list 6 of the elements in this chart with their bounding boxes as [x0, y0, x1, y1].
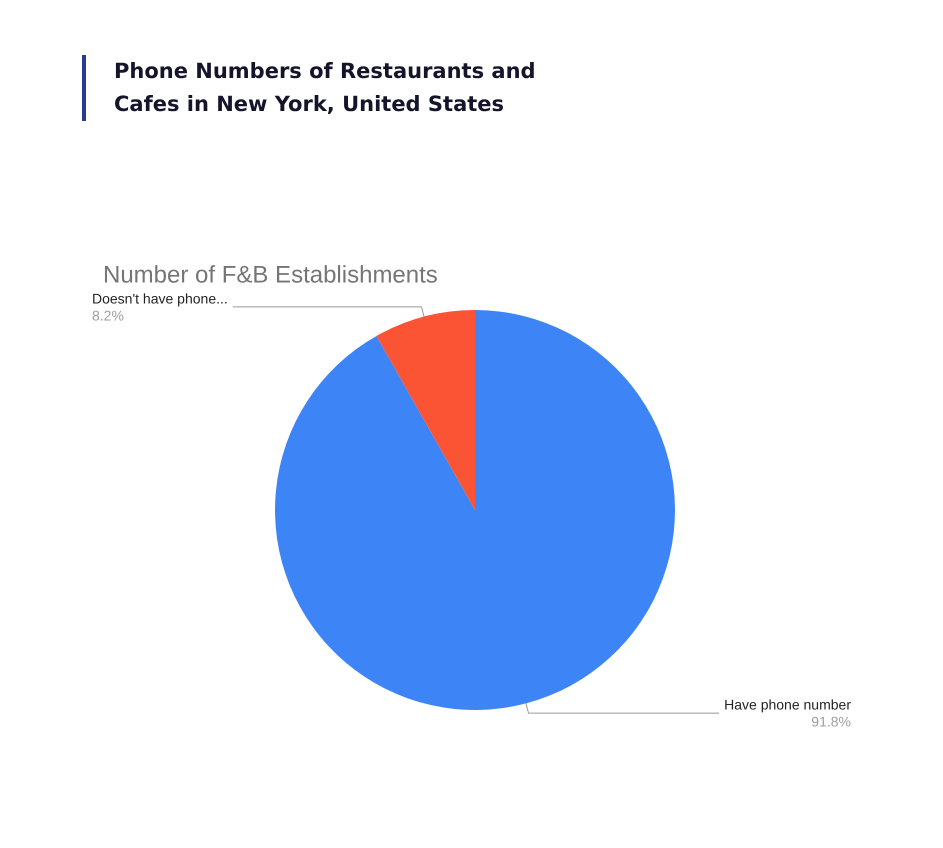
data-label: 91.8% — [811, 714, 851, 730]
slice-label: Have phone number — [724, 696, 852, 713]
slice-label: Doesn't have phone... — [92, 290, 228, 306]
chart-subtitle: Number of F&B Establishments — [103, 262, 438, 288]
chart-title: Phone Numbers of Restaurants and Cafes in New York, United States — [114, 58, 537, 118]
data-label: 8.2% — [92, 307, 124, 324]
